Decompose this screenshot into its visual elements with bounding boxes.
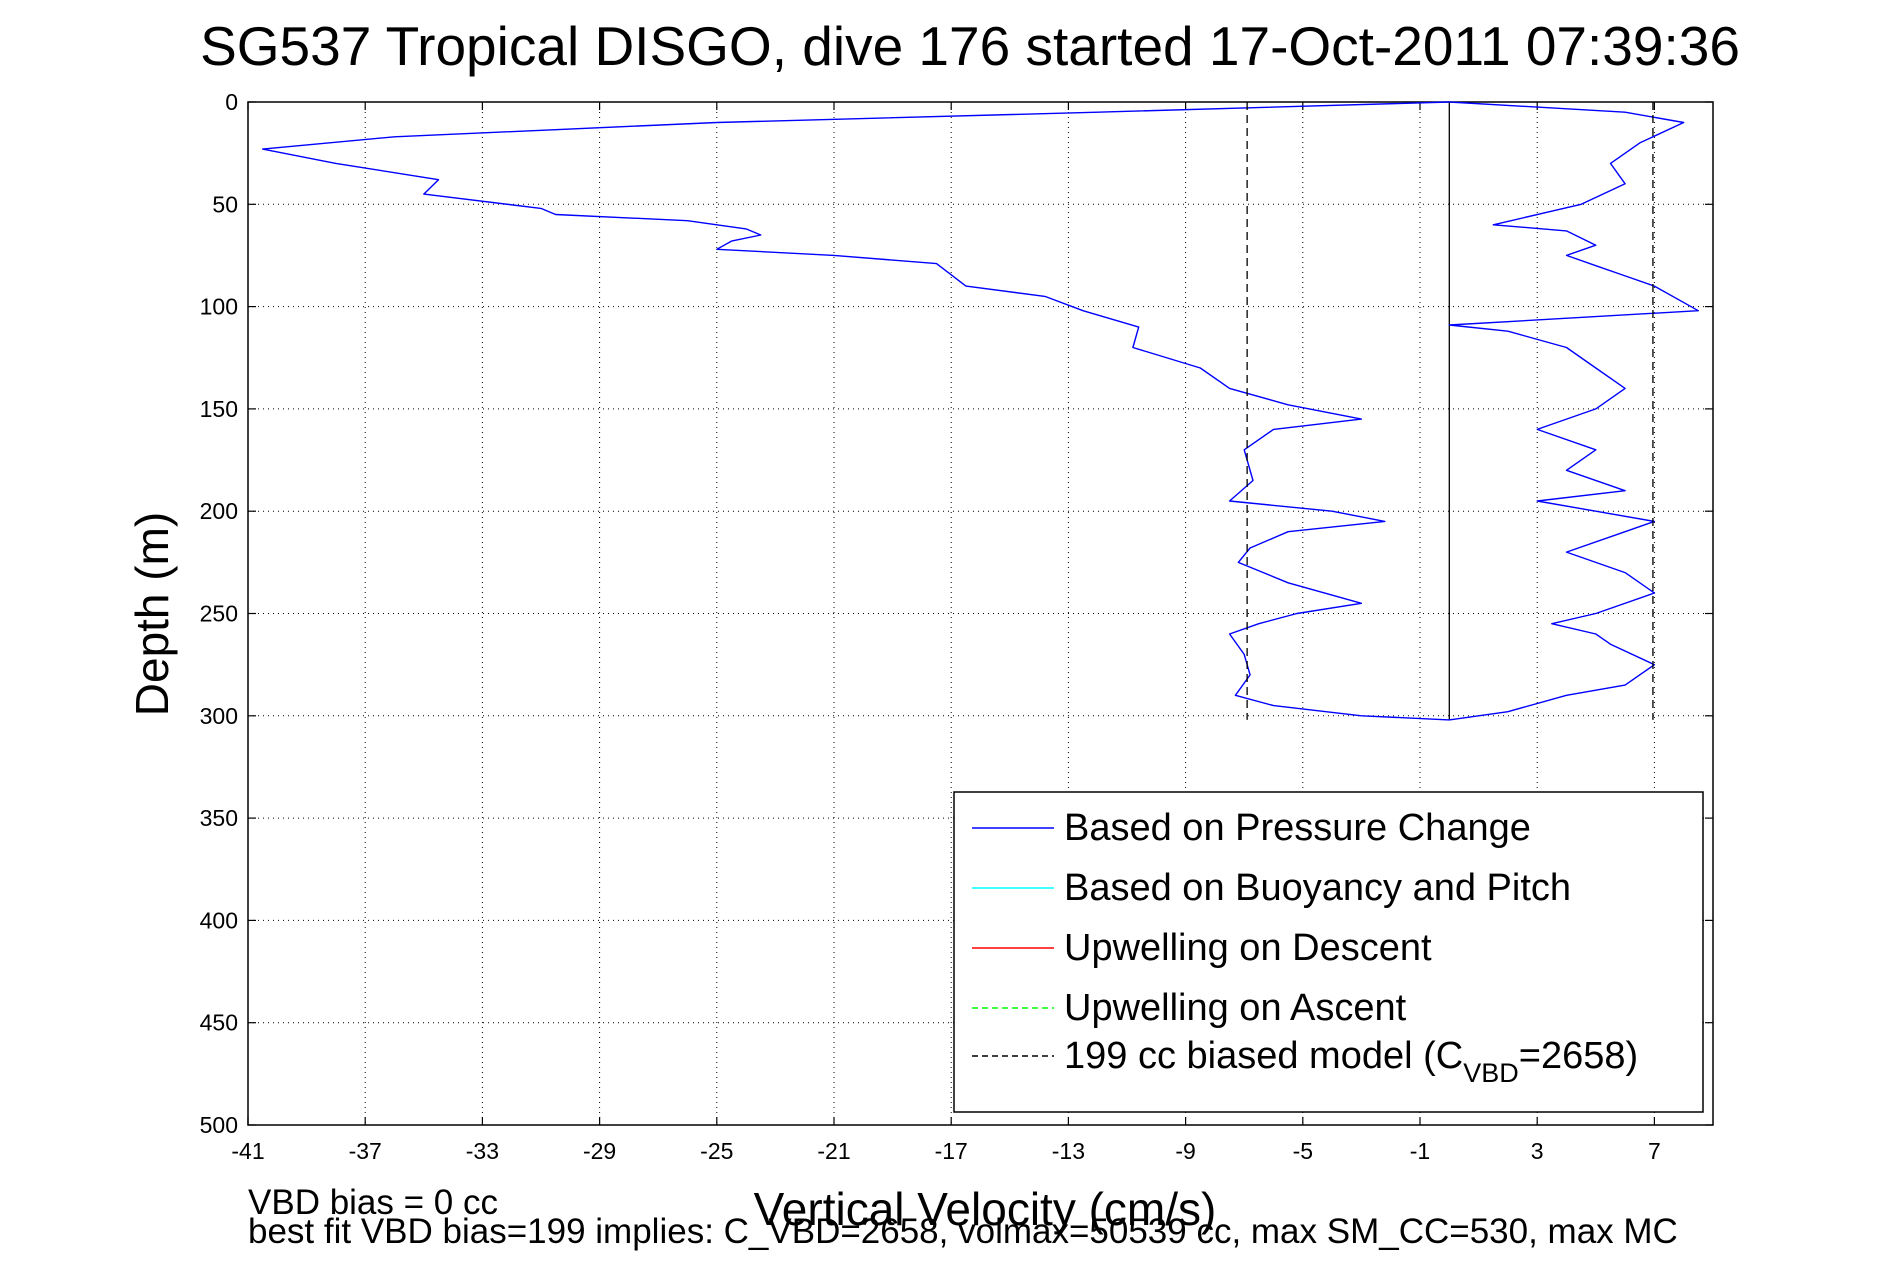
footer-bias: VBD bias = 0 cc [248,1183,498,1222]
legend-label-4: Upwelling on Ascent [1064,987,1407,1029]
x-tick-label: -33 [466,1138,499,1164]
y-tick-label: 150 [200,396,238,422]
y-tick-label: 450 [200,1010,238,1036]
y-tick-label: 0 [225,89,238,115]
x-tick-label: -9 [1175,1138,1195,1164]
y-tick-label: 50 [212,191,238,217]
legend-box [953,791,1704,1113]
x-tick-label: -25 [700,1138,733,1164]
y-tick-label: 250 [200,601,238,627]
y-tick-label: 100 [200,294,238,320]
x-tick-label: -21 [817,1138,850,1164]
x-axis-ticks: -41 -37 -33 -29 -25 -21 -17 -13 -9 -5 -1 3 7 [231,102,1661,1164]
pressure-change-ascent-line [1448,101,1700,721]
legend: Based on Pressure Change Based on Buoyanc… [953,791,1704,1113]
x-axis-label: Vertical Velocity (cm/s) [754,1183,1217,1235]
y-tick-label: 400 [200,907,238,933]
x-tick-label: -13 [1052,1138,1085,1164]
pressure-change-descent-line [261,101,1450,721]
x-tick-label: -37 [349,1138,382,1164]
legend-label-3: Upwelling on Descent [1064,927,1432,969]
y-tick-label: 350 [200,805,238,831]
y-axis-label: Depth (m) [126,512,178,716]
data-lines [261,101,1700,721]
y-tick-label: 200 [200,498,238,524]
x-tick-label: -1 [1410,1138,1430,1164]
legend-label-1: Based on Pressure Change [1064,807,1531,849]
x-tick-label: 3 [1531,1138,1544,1164]
x-tick-label: -17 [935,1138,968,1164]
x-tick-label: -5 [1293,1138,1313,1164]
x-tick-label: -41 [231,1138,264,1164]
legend-label-2: Based on Buoyancy and Pitch [1064,867,1571,909]
footer-fit: best fit VBD bias=199 implies: C_VBD=265… [248,1212,1678,1251]
y-tick-label: 300 [200,703,238,729]
y-axis-ticks: 0 50 100 150 200 250 300 350 400 450 500 [200,89,1713,1138]
y-tick-label: 500 [200,1112,238,1138]
x-tick-label: 7 [1648,1138,1661,1164]
chart-title: SG537 Tropical DISGO, dive 176 started 1… [200,15,1740,77]
x-tick-label: -29 [583,1138,616,1164]
